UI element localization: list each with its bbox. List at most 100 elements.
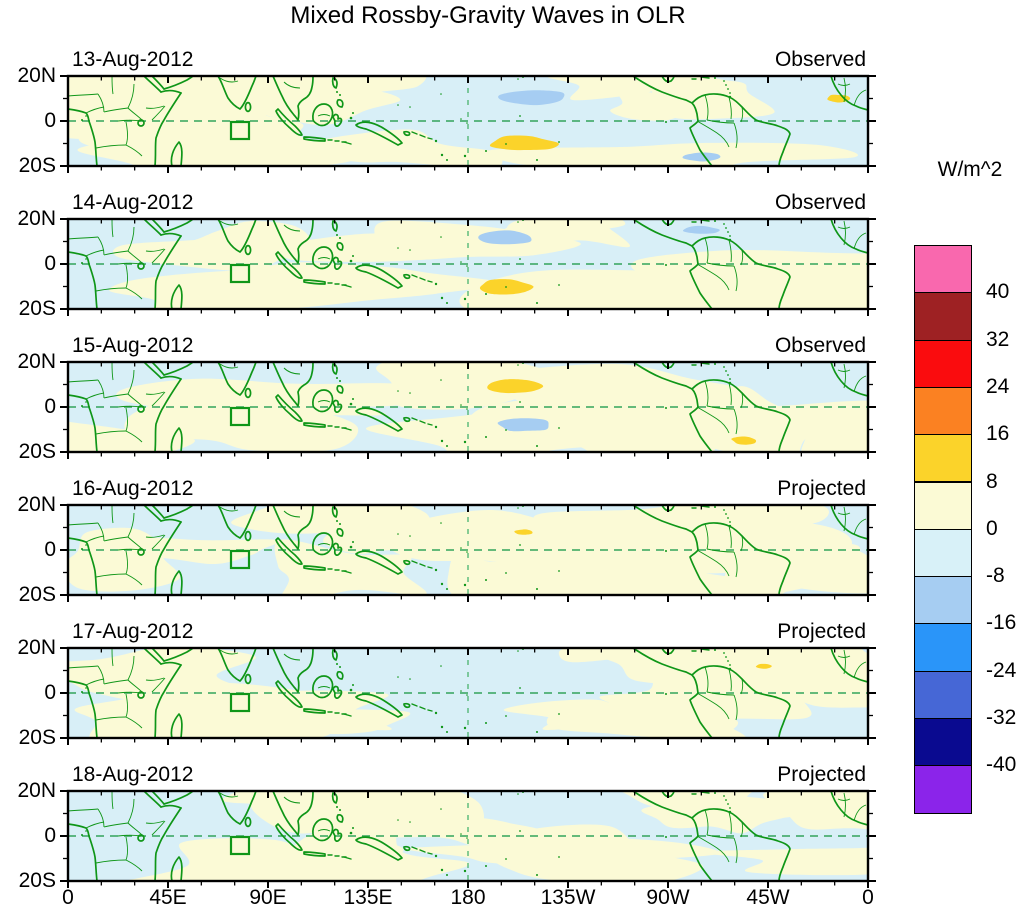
panel-type-label: Observed [774,48,866,71]
y-tick-label-20s: 20S [18,726,56,749]
panel-date-label: 14-Aug-2012 [72,191,194,214]
axis-ticks [60,790,876,888]
island-dots [81,505,732,590]
panel-type-label: Projected [777,477,866,500]
country-borders [68,791,867,872]
positive-anomaly-blob [489,135,559,151]
weak-anomaly-blob [250,791,485,834]
weak-anomaly-blob [548,76,677,101]
negative-anomaly-blob [682,152,721,162]
weak-anomaly-blob [376,362,556,410]
contour-map [60,503,876,602]
coastlines [68,219,868,309]
country-borders [68,648,867,729]
coastlines [68,791,868,881]
country-borders [68,362,867,443]
map-panel: 17-Aug-2012 Projected 20N 0 20S [0,618,1021,749]
negative-anomaly-blob [498,90,565,106]
panel-type-label: Observed [774,191,866,214]
x-tick-label: 45W [746,886,790,909]
y-tick-label-0: 0 [44,681,56,704]
negative-anomaly-blob [683,225,720,234]
weak-anomaly-blob [225,709,411,735]
weak-anomaly-blob [244,262,502,309]
y-tick-label-20n: 20N [17,207,56,230]
weak-anomaly-blob [77,137,293,166]
coastlines [68,362,868,452]
axis-ticks [60,75,876,173]
weak-anomaly-blob [365,411,633,452]
contour-map [60,789,876,888]
x-tick-label: 0 [862,886,874,909]
map-panel: 13-Aug-2012 Observed 20N 0 20S [0,46,1021,177]
y-tick-label-20s: 20S [18,154,56,177]
map-panel: 18-Aug-2012 Projected 20N 0 20S [0,761,1021,892]
weak-anomaly-blob [503,699,650,731]
country-borders [68,76,867,157]
x-tick-label: 0 [62,886,74,909]
weak-anomaly-blob [112,236,334,272]
panel-date-label: 13-Aug-2012 [72,48,194,71]
x-tick-label: 45E [149,886,187,909]
y-tick-label-20s: 20S [18,583,56,606]
weak-anomaly-blob [68,421,195,452]
weak-anomaly-blob [68,648,256,705]
contour-map [60,74,876,173]
x-axis: 0 45E 90E 135E 180 135W 90W 45W 0 [0,886,1021,916]
map-panel: 14-Aug-2012 Observed 20N 0 20S [0,189,1021,320]
weak-anomaly-blob [199,76,387,105]
figure-title: Mixed Rossby-Gravity Waves in OLR [290,2,686,29]
y-tick-label-0: 0 [44,538,56,561]
region-box [229,835,251,856]
island-dots [81,76,732,161]
y-tick-label-0: 0 [44,824,56,847]
negative-anomaly-blob [478,230,532,245]
x-tick-label: 90W [646,886,690,909]
panel-date-label: 15-Aug-2012 [72,334,194,357]
weak-anomaly-blob [485,142,858,166]
weak-anomaly-blob [801,416,868,452]
coastlines [68,505,868,595]
y-tick-label-20n: 20N [17,350,56,373]
axis-ticks [60,361,876,459]
y-tick-label-0: 0 [44,252,56,275]
coastlines [68,76,868,166]
axis-ticks [60,218,876,316]
panel-type-label: Projected [777,620,866,643]
panel-date-label: 16-Aug-2012 [72,477,194,500]
y-tick-label-20s: 20S [18,440,56,463]
region-box [229,549,251,570]
y-tick-label-20s: 20S [18,297,56,320]
weak-anomaly-blob [491,559,787,595]
weak-anomaly-blob [489,824,704,881]
map-panel: 16-Aug-2012 Projected 20N 0 20S [0,475,1021,606]
region-box [229,263,251,284]
weak-anomaly-blob [169,221,310,262]
weak-anomaly-blob [303,129,503,166]
panel-date-label: 18-Aug-2012 [72,763,194,786]
region-box [229,406,251,427]
weak-anomaly-blob [759,550,868,594]
panel-type-label: Projected [777,763,866,786]
x-tick-label: 90E [249,886,287,909]
country-borders [68,505,867,586]
island-dots [81,219,732,304]
weak-anomaly-blob [288,822,470,881]
axis-ticks [60,504,876,602]
country-borders [68,219,867,300]
weak-anomaly-blob [498,219,630,256]
x-tick-label: 135W [540,886,596,909]
weak-anomaly-blob [274,539,427,595]
y-tick-label-20s: 20S [18,869,56,892]
coastlines [68,648,868,738]
contour-map [60,217,876,316]
y-tick-label-20n: 20N [17,636,56,659]
map-panel: 15-Aug-2012 Observed 20N 0 20S [0,332,1021,463]
positive-anomaly-blob [731,436,757,445]
y-tick-label-20n: 20N [17,64,56,87]
panel-date-label: 17-Aug-2012 [72,620,194,643]
positive-anomaly-blob [514,529,533,535]
contour-map [60,646,876,745]
y-tick-label-0: 0 [44,109,56,132]
